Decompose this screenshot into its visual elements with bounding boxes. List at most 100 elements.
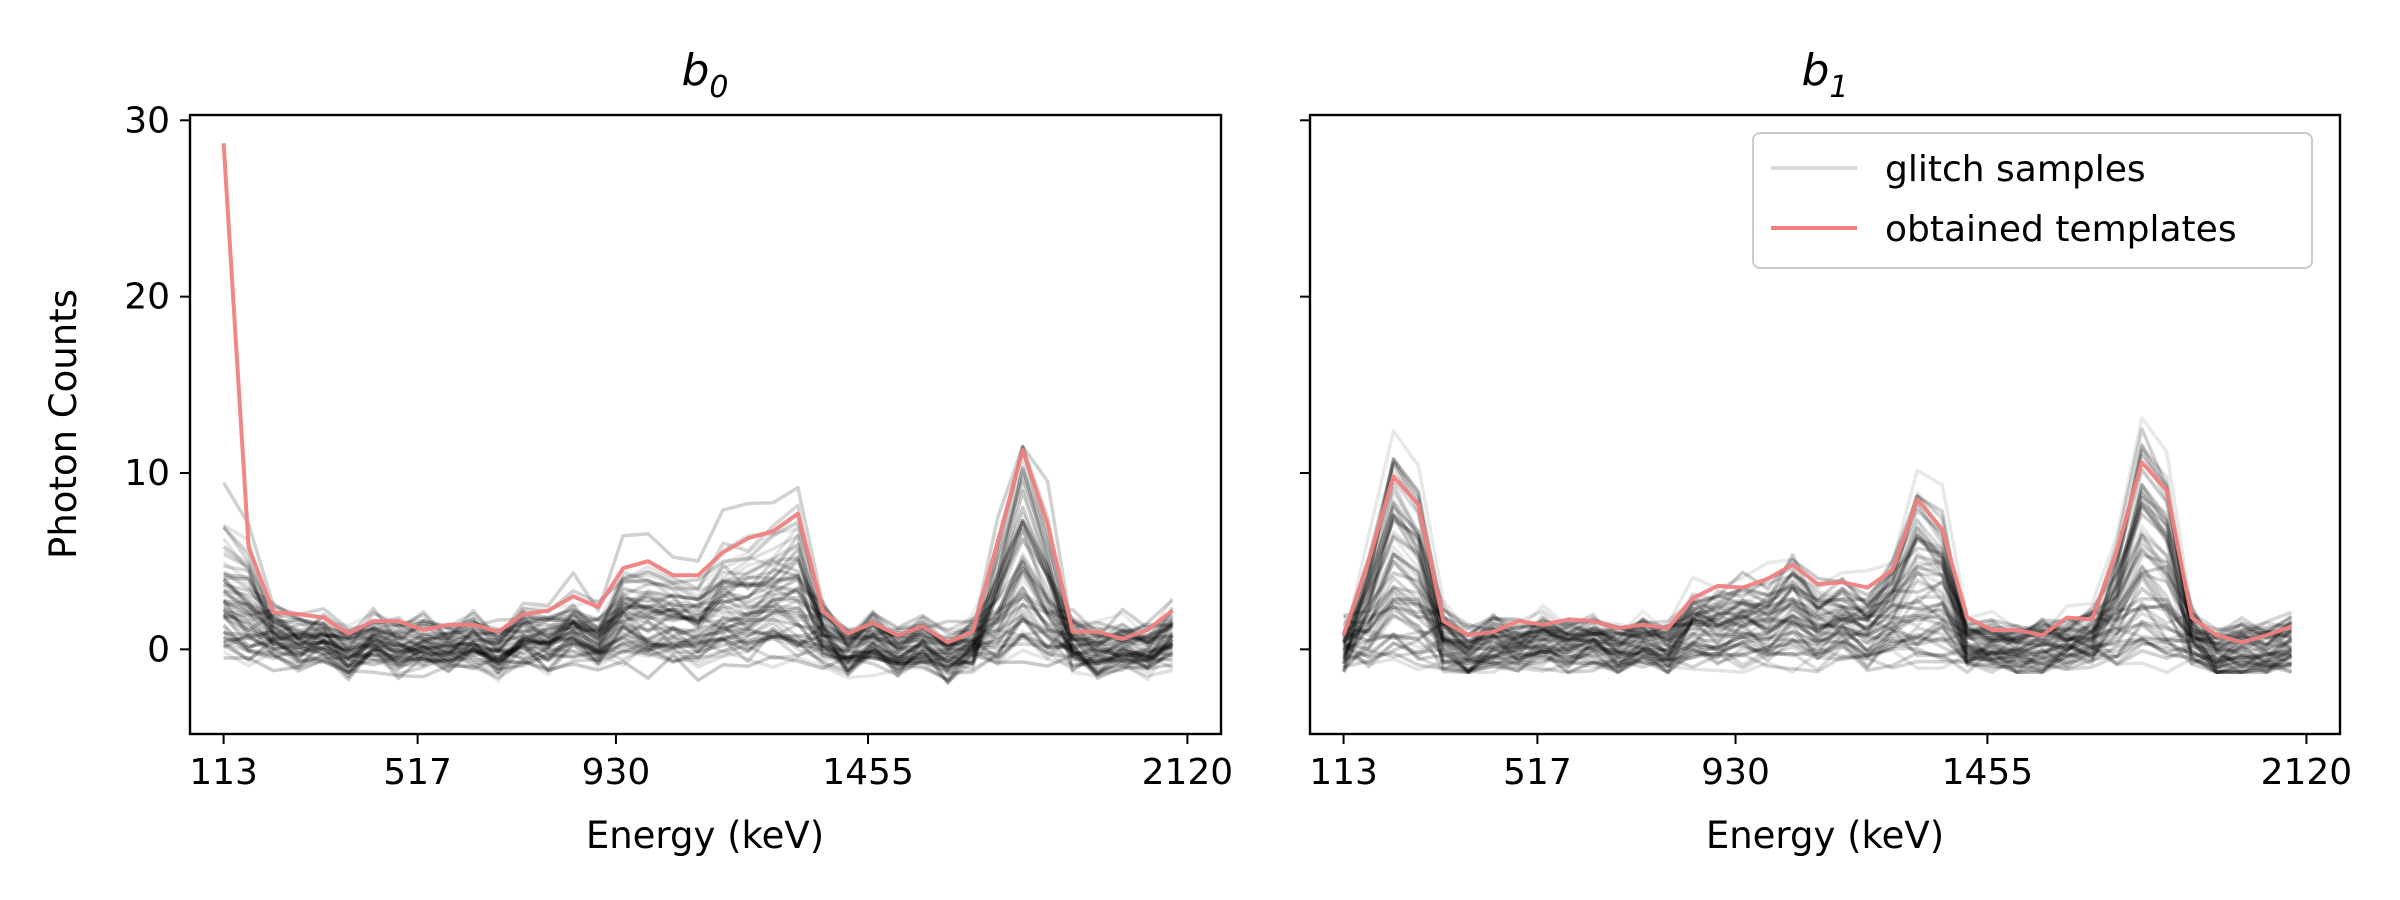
x-tick-label: 1455	[822, 752, 914, 793]
glitch-sample-line	[223, 602, 1173, 680]
glitch-sample-line	[1342, 600, 2292, 675]
glitch-sample-line	[223, 518, 1174, 669]
x-tick-label: 2120	[2261, 752, 2353, 793]
glitch-sample-line	[1342, 504, 2293, 675]
glitch-sample-line	[222, 512, 1174, 673]
glitch-sample-line	[1342, 564, 2293, 651]
glitch-sample-line	[222, 467, 1174, 648]
glitch-sample-line	[1343, 611, 2292, 665]
glitch-sample-line	[1343, 627, 2292, 669]
glitch-sample-line	[222, 560, 1174, 647]
glitch-sample-line	[222, 592, 1173, 671]
glitch-sample-line	[222, 527, 1174, 669]
glitch-sample-line	[223, 644, 1174, 682]
glitch-sample-line	[1341, 427, 2292, 666]
panel-b1: 113 517 930 1455 2120 b1 Energy (keV) glitch…	[1300, 45, 2352, 857]
glitch-sample-line	[1342, 546, 2293, 649]
legend: glitch samples obtained templates	[1752, 132, 2313, 269]
glitch-samples-b0	[222, 444, 1175, 686]
glitch-sample-line	[1342, 533, 2293, 662]
glitch-sample-line	[222, 585, 1174, 681]
glitch-sample-line	[1341, 505, 2292, 675]
glitch-sample-line	[222, 626, 1173, 676]
glitch-sample-line	[222, 466, 1174, 678]
glitch-sample-line	[1342, 614, 2293, 656]
glitch-sample-line	[223, 591, 1174, 674]
glitch-sample-line	[1342, 603, 2292, 648]
glitch-sample-line	[1342, 623, 2292, 675]
glitch-sample-line	[1342, 565, 2293, 664]
glitch-sample-line	[1343, 618, 2292, 657]
x-tick-label: 2120	[1142, 752, 1234, 793]
glitch-sample-line	[222, 615, 1173, 675]
glitch-sample-line	[222, 629, 1174, 665]
glitch-sample-line	[222, 594, 1174, 645]
panel-b0: 113 517 930 1455 2120 0 10 20 30 b0 Energy (keV…	[42, 45, 1233, 857]
glitch-sample-line	[1343, 633, 2292, 668]
glitch-sample-line	[222, 527, 1174, 649]
y-tick-label: 0	[147, 629, 170, 670]
glitch-sample-line	[1342, 498, 2293, 650]
axes-frame-b0	[188, 113, 1223, 736]
glitch-sample-line	[1341, 533, 2293, 664]
x-axis-label-b1: Energy (keV)	[1706, 814, 1944, 857]
glitch-sample-line	[222, 586, 1174, 670]
glitch-sample-line	[222, 616, 1173, 656]
glitch-sample-line	[222, 608, 1174, 679]
glitch-sample-line	[222, 520, 1174, 680]
glitch-sample-line	[222, 570, 1173, 655]
x-ticks-b0: 113 517 930 1455 2120	[189, 734, 1233, 793]
glitch-sample-line	[222, 465, 1174, 683]
x-tick-label: 930	[1701, 752, 1770, 793]
glitch-sample-line	[222, 629, 1173, 672]
x-tick-label: 517	[383, 752, 452, 793]
glitch-sample-line	[1342, 564, 2293, 672]
glitch-sample-line	[222, 616, 1174, 655]
glitch-sample-line	[223, 489, 1173, 684]
glitch-sample-line	[222, 538, 1173, 655]
glitch-sample-line	[222, 558, 1174, 651]
x-tick-label: 930	[582, 752, 651, 793]
x-axis-label-b0: Energy (keV)	[586, 814, 824, 857]
glitch-sample-line	[1341, 483, 2292, 675]
panel-title-b0: b0	[681, 45, 728, 105]
glitch-sample-line	[222, 560, 1174, 678]
glitch-sample-line	[1342, 640, 2292, 675]
glitch-sample-line	[1343, 572, 2292, 643]
template-line	[1341, 460, 2293, 645]
axes-frame-b1	[1308, 113, 2342, 736]
glitch-sample-line	[222, 453, 1174, 675]
x-tick-label: 113	[1309, 752, 1378, 793]
glitch-sample-line	[1342, 571, 2292, 666]
templates-b1	[1341, 460, 2293, 645]
glitch-sample-line	[1341, 489, 2293, 675]
x-tick-label: 113	[189, 752, 258, 793]
glitch-sample-line	[222, 480, 1174, 654]
x-ticks-b1: 113 517 930 1455 2120	[1309, 734, 2352, 793]
glitch-sample-line	[222, 617, 1174, 676]
glitch-sample-line	[1343, 616, 2292, 653]
glitch-sample-line	[1341, 486, 2293, 660]
glitch-sample-line	[1342, 482, 2293, 663]
glitch-sample-line	[223, 566, 1174, 652]
x-tick-label: 1455	[1942, 752, 2034, 793]
glitch-sample-line	[1341, 460, 2293, 653]
glitch-sample-line	[1342, 586, 2293, 652]
glitch-sample-line	[223, 576, 1174, 666]
legend-label-glitch-samples: glitch samples	[1885, 149, 2146, 190]
x-tick-label: 517	[1503, 752, 1572, 793]
glitch-sample-line	[222, 528, 1174, 653]
y-tick-label: 20	[124, 277, 170, 318]
y-ticks-b0: 0 10 20 30	[124, 100, 190, 670]
glitch-sample-line	[222, 469, 1174, 671]
glitch-sample-line	[1341, 495, 2292, 675]
glitch-sample-line	[1343, 598, 2293, 652]
glitch-sample-line	[222, 566, 1174, 683]
glitch-sample-line	[1342, 501, 2292, 655]
glitch-sample-line	[1341, 491, 2293, 675]
templates-b0	[221, 143, 1174, 645]
glitch-sample-line	[1342, 532, 2293, 649]
glitch-sample-line	[1341, 524, 2292, 671]
glitch-sample-line	[1343, 603, 2292, 667]
glitch-sample-line	[222, 552, 1174, 684]
